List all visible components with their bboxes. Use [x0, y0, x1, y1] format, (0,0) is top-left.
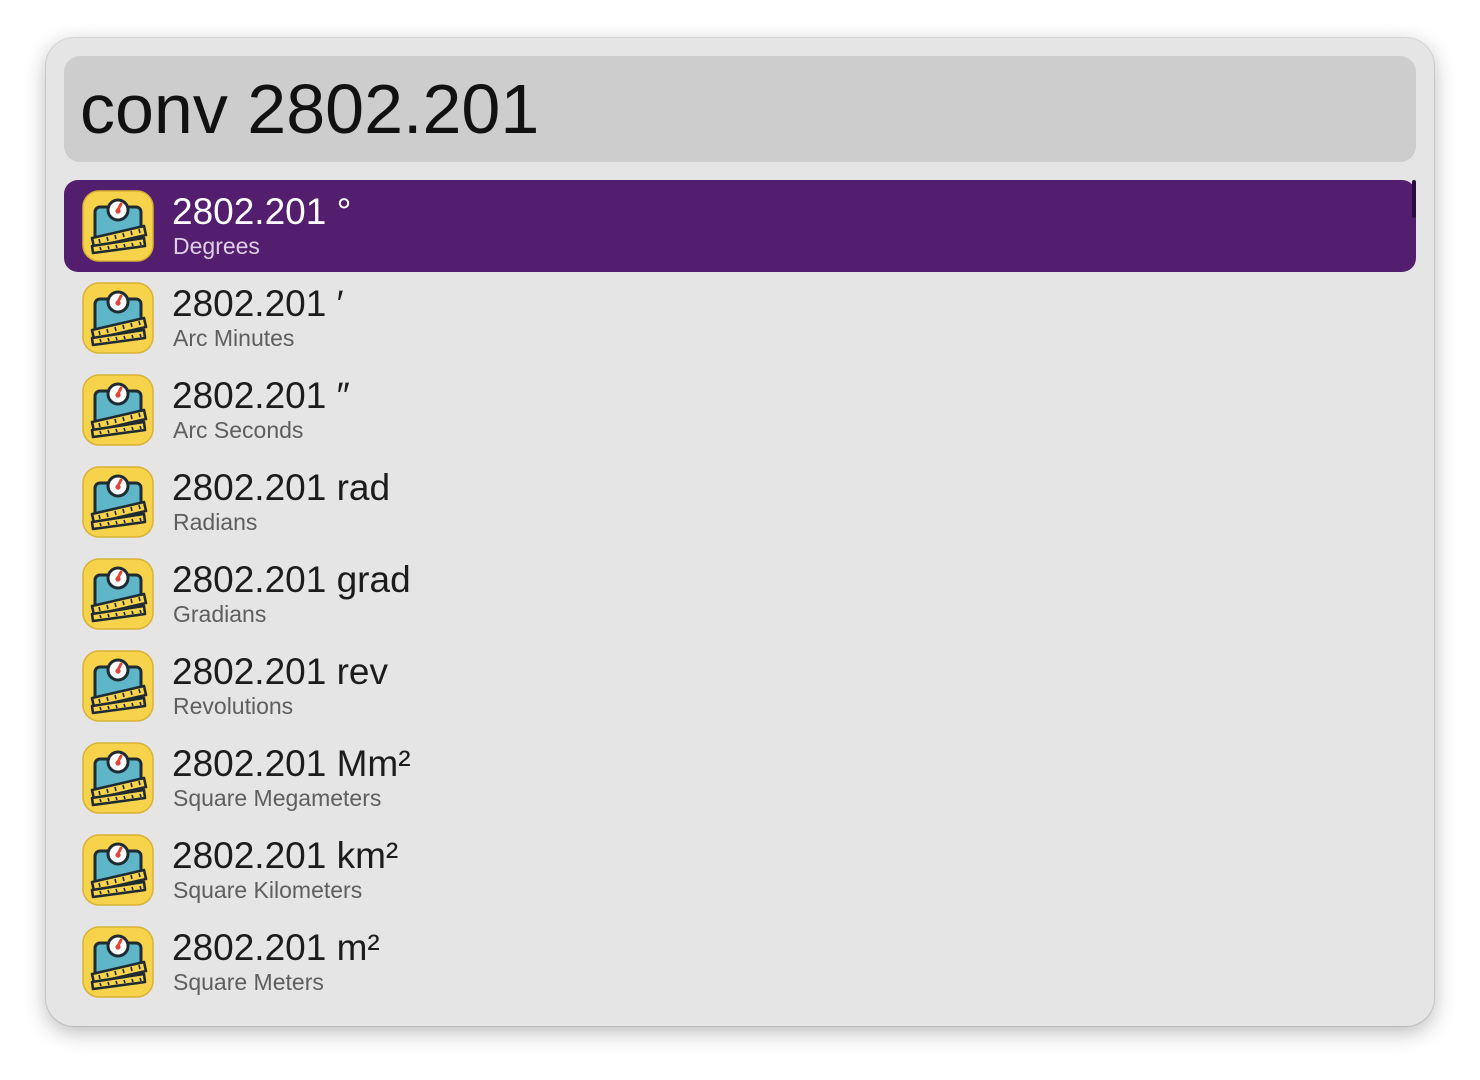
converter-app-icon	[82, 742, 154, 814]
result-row-square-kilometers[interactable]: 2802.201 km² Square Kilometers	[64, 824, 1416, 916]
result-row-degrees[interactable]: 2802.201 ° Degrees	[64, 180, 1416, 272]
result-subtitle: Square Meters	[173, 969, 324, 995]
converter-app-icon	[82, 558, 154, 630]
result-subtitle: Revolutions	[173, 693, 294, 719]
converter-app-icon	[82, 374, 154, 446]
result-subtitle: Square Megameters	[173, 785, 382, 811]
result-subtitle: Degrees	[173, 233, 260, 259]
result-title: 2802.201 Mm²	[172, 743, 411, 784]
result-title: 2802.201 m²	[172, 927, 380, 968]
result-subtitle: Square Kilometers	[173, 877, 363, 903]
result-row-square-meters[interactable]: 2802.201 m² Square Meters	[64, 916, 1416, 1008]
search-input[interactable]	[80, 66, 1400, 152]
result-row-revolutions[interactable]: 2802.201 rev Revolutions	[64, 640, 1416, 732]
result-subtitle: Radians	[173, 509, 258, 535]
result-title: 2802.201 ′	[172, 283, 344, 324]
result-title: 2802.201 °	[172, 191, 352, 232]
result-row-gradians[interactable]: 2802.201 grad Gradians	[64, 548, 1416, 640]
result-row-radians[interactable]: 2802.201 rad Radians	[64, 456, 1416, 548]
result-subtitle: Arc Minutes	[173, 325, 295, 351]
results-list: 2802.201 ° Degrees 2802.201 ′ Arc Minute…	[64, 180, 1416, 1008]
search-bar[interactable]	[64, 56, 1416, 162]
result-title: 2802.201 rev	[172, 651, 389, 692]
converter-app-icon	[82, 834, 154, 906]
result-title: 2802.201 rad	[172, 467, 391, 508]
result-title: 2802.201 km²	[172, 835, 399, 876]
converter-app-icon	[82, 926, 154, 998]
result-row-square-megameters[interactable]: 2802.201 Mm² Square Megameters	[64, 732, 1416, 824]
result-subtitle: Arc Seconds	[173, 417, 304, 443]
converter-app-icon	[82, 466, 154, 538]
converter-app-icon	[82, 190, 154, 262]
result-title: 2802.201 ″	[172, 375, 350, 416]
launcher-window: 2802.201 ° Degrees 2802.201 ′ Arc Minute…	[46, 38, 1434, 1026]
result-subtitle: Gradians	[173, 601, 267, 627]
converter-app-icon	[82, 650, 154, 722]
result-row-arc-minutes[interactable]: 2802.201 ′ Arc Minutes	[64, 272, 1416, 364]
result-row-arc-seconds[interactable]: 2802.201 ″ Arc Seconds	[64, 364, 1416, 456]
converter-app-icon	[82, 282, 154, 354]
result-title: 2802.201 grad	[172, 559, 411, 600]
